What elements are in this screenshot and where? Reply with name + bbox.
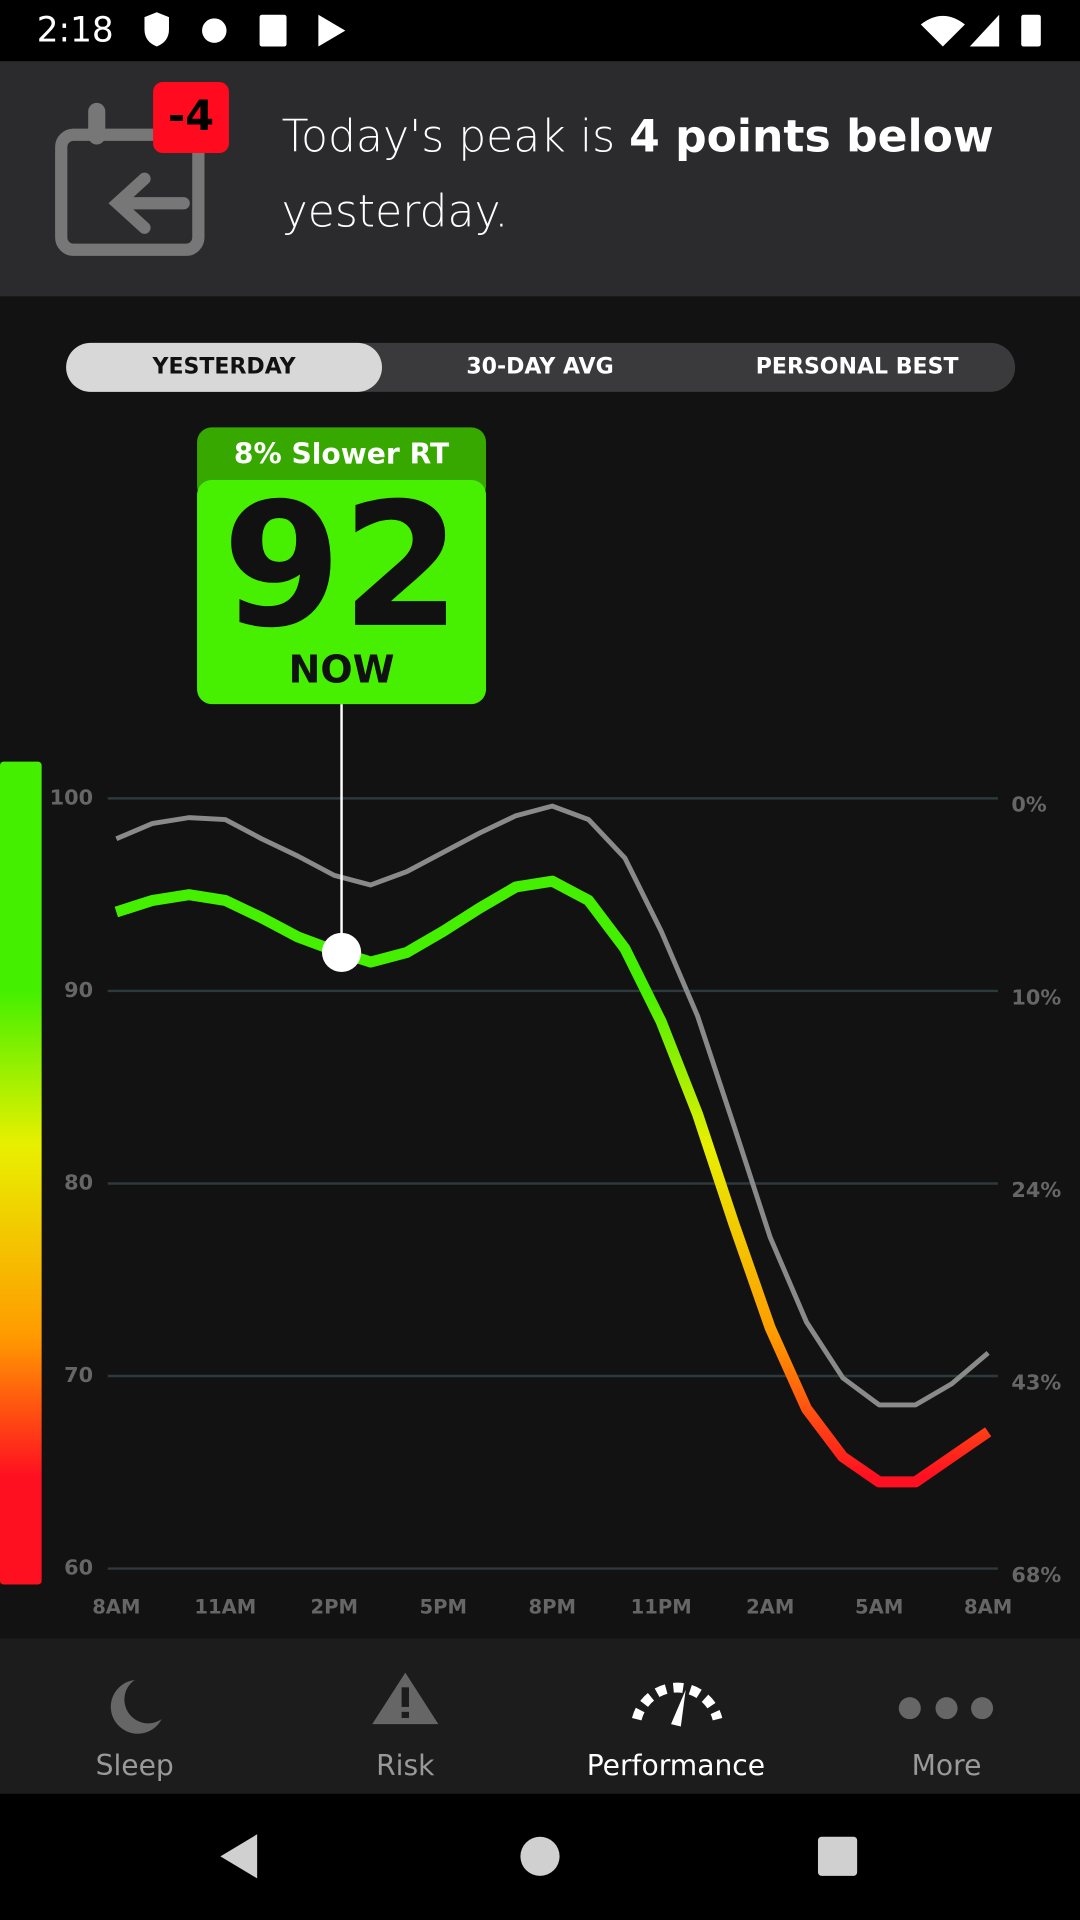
- y-tick-label: 70: [64, 1363, 93, 1387]
- x-tick-label: 8AM: [92, 1595, 140, 1618]
- y2-tick-label: 24%: [1011, 1178, 1061, 1202]
- banner-text: Today's peak is 4 points below: [282, 112, 994, 163]
- line-series: [114, 875, 992, 1488]
- nav-label[interactable]: Sleep: [96, 1749, 174, 1782]
- y-tick-label: 60: [64, 1556, 93, 1580]
- banner-text-after: yesterday.: [282, 186, 509, 237]
- back-button[interactable]: [220, 1834, 258, 1879]
- clock: 2:18: [37, 10, 114, 50]
- color-scale: [0, 761, 42, 1585]
- tab[interactable]: 30-DAY AVG: [466, 354, 613, 379]
- y-tick-label: 100: [50, 785, 93, 809]
- x-tick-label: 8PM: [529, 1595, 576, 1618]
- banner-text-bold: 4 points below: [629, 112, 994, 163]
- x-tick-label: 8AM: [964, 1595, 1012, 1618]
- recents-button[interactable]: [817, 1836, 858, 1876]
- nav-label[interactable]: More: [912, 1749, 982, 1782]
- chart: 100 0% 90 10% 80 24% 70 43% 60 68% 8AM 11AM 2PM 5PM 8P…: [50, 427, 1061, 1618]
- calendar-icon: [55, 102, 205, 256]
- nav-label[interactable]: Risk: [376, 1749, 435, 1782]
- x-tick-label: 11PM: [631, 1595, 692, 1618]
- badge: [153, 82, 229, 154]
- y2-tick-label: 68%: [1011, 1563, 1061, 1587]
- callout-value: 92: [222, 467, 461, 666]
- line-series: [115, 803, 990, 1408]
- y2-tick-label: 0%: [1011, 793, 1046, 817]
- badge-text: -4: [168, 91, 214, 140]
- y2-tick-label: 43%: [1011, 1370, 1061, 1394]
- nav-icons: [110, 1672, 994, 1734]
- bottom-nav: [0, 1638, 1080, 1794]
- y-tick-label: 80: [64, 1170, 93, 1194]
- tab-selected[interactable]: [66, 342, 383, 392]
- x-tick-label: 2PM: [311, 1595, 358, 1618]
- annotation-point: [321, 932, 362, 972]
- tab[interactable]: PERSONAL BEST: [756, 354, 959, 379]
- callout-label: NOW: [289, 648, 395, 692]
- callout-body: [197, 480, 487, 705]
- home-button[interactable]: [520, 1836, 560, 1876]
- x-tick-label: 2AM: [746, 1595, 794, 1618]
- banner-text-before: Today's peak is: [282, 112, 629, 163]
- callout-header-text: 8% Slower RT: [234, 438, 450, 471]
- status-bar: [0, 0, 1080, 62]
- tab[interactable]: YESTERDAY: [152, 354, 297, 379]
- x-tick-label: 5PM: [420, 1595, 467, 1618]
- x-tick-label: 5AM: [855, 1595, 903, 1618]
- x-tick-label: 11AM: [194, 1595, 256, 1618]
- y2-tick-label: 10%: [1011, 985, 1061, 1009]
- y-tick-label: 90: [64, 978, 93, 1002]
- nav-label[interactable]: Performance: [587, 1749, 765, 1782]
